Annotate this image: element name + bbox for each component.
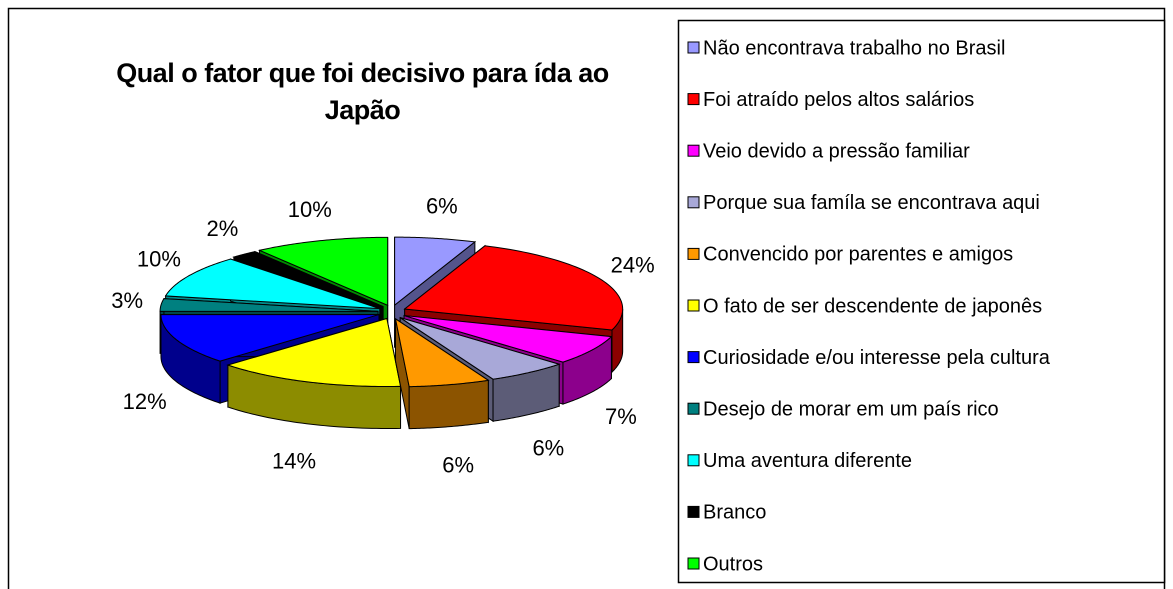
legend-swatch [687, 93, 700, 106]
legend-label: O fato de ser descendente de japonês [703, 295, 1042, 317]
data-label: 2% [207, 216, 239, 241]
data-label: 24% [611, 253, 655, 278]
legend-swatch [687, 144, 700, 157]
legend-label: Desejo de morar em um país rico [703, 398, 999, 420]
slice-top [403, 315, 613, 363]
legend-label: Não encontrava trabalho no Brasil [703, 37, 1005, 59]
slice-top [399, 317, 561, 380]
legend-swatch [687, 402, 700, 415]
legend-label: Porque sua famíla se encontrava aqui [703, 192, 1040, 214]
legend-label: Outros [703, 553, 763, 575]
legend-swatch [687, 557, 700, 570]
slice-top [164, 258, 380, 310]
data-label: 6% [442, 452, 474, 477]
slice-top [159, 298, 379, 312]
data-label: 3% [111, 288, 143, 313]
data-label: 6% [426, 194, 458, 219]
legend-label: Veio devido a pressão familiar [703, 140, 970, 162]
data-label: 14% [272, 448, 316, 473]
data-label: 6% [532, 436, 564, 461]
legend-swatch [687, 196, 700, 209]
legend-label: Convencido por parentes e amigos [703, 244, 1013, 266]
chart-title: Qual o fator que foi decisivo para ída a… [116, 58, 609, 125]
legend-label: Branco [703, 502, 766, 524]
legend-swatch [687, 247, 700, 260]
data-label: 7% [605, 404, 637, 429]
data-label: 10% [137, 247, 181, 272]
slice-top [226, 317, 402, 388]
legend-swatch [687, 299, 700, 312]
slice-top [160, 314, 380, 362]
slice-top [232, 251, 384, 308]
slice-side [408, 379, 489, 430]
legend-box [677, 19, 1166, 584]
legend-label: Uma aventura diferente [703, 450, 912, 472]
slice-top [394, 317, 490, 388]
legend-swatch [687, 351, 700, 364]
slice-top [257, 236, 389, 307]
pie-slice [226, 317, 402, 430]
legend-label: Curiosidade e/ou interesse pela cultura [703, 347, 1051, 369]
legend-swatch [687, 505, 700, 518]
legend-label: Foi atraído pelos altos salários [703, 89, 974, 111]
legend-swatch [687, 454, 700, 467]
data-label: 10% [288, 197, 332, 222]
data-label: 12% [123, 389, 167, 414]
pie-slice [394, 317, 490, 430]
legend-swatch [687, 41, 700, 54]
slice-top [394, 236, 477, 307]
slice-top [403, 245, 624, 331]
